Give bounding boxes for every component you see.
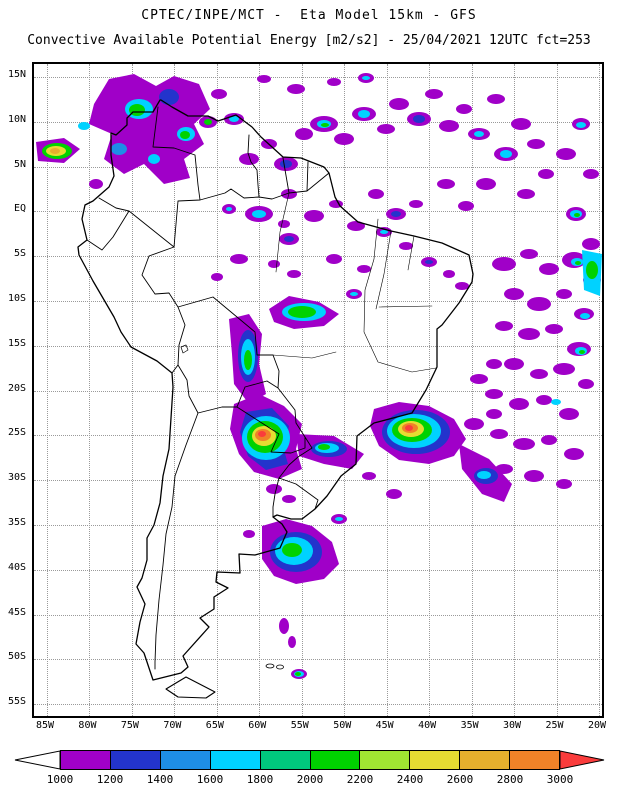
colorbar-tick-label: 1200	[96, 773, 124, 786]
colorbar-left-arrow-icon	[14, 750, 60, 770]
latitude-gridline	[34, 345, 602, 347]
colorbar-tick-label: 2400	[396, 773, 424, 786]
longitude-gridline	[131, 64, 133, 716]
longitude-gridline	[471, 64, 473, 716]
latitude-gridline	[34, 704, 602, 706]
lon-tick-label: 80W	[78, 720, 97, 731]
colorbar-segment-2600	[460, 750, 511, 770]
lon-tick-label: 30W	[503, 720, 522, 731]
south-america-cape-map	[36, 73, 602, 699]
lon-tick-label: 65W	[205, 720, 224, 731]
longitude-axis: 85W 80W 75W 70W 65W 60W 55W 50W 45W 40W 35W 30W 25W 2…	[32, 720, 606, 734]
country-borders	[86, 106, 330, 670]
lat-tick-label: 5N	[13, 158, 26, 170]
lon-tick-label: 85W	[35, 720, 55, 731]
lat-tick-label: 5S	[13, 248, 26, 260]
lat-tick-label: 10N	[7, 113, 26, 125]
colorbar-segment-1800	[260, 750, 311, 770]
lat-tick-label: EQ	[13, 203, 26, 215]
latitude-gridline	[34, 256, 602, 258]
state-borders	[272, 192, 437, 373]
colorbar-segment-1600	[210, 750, 261, 770]
cape-core-atlantic	[405, 425, 413, 431]
colorbar-tick-label: 1000	[46, 773, 74, 786]
coastline	[77, 99, 474, 681]
colorbar-segment-1400	[160, 750, 211, 770]
latitude-axis: 15N 10N 5N EQ 5S 10S 15S 20S 25S 30S 35S 40S 45S 50S 5…	[0, 62, 29, 718]
longitude-gridline	[47, 64, 48, 716]
longitude-gridline	[216, 64, 218, 716]
lat-tick-label: 35S	[7, 517, 26, 528]
longitude-gridline	[89, 64, 91, 716]
latitude-gridline	[34, 525, 602, 526]
colorbar-tick-label: 2000	[296, 773, 324, 786]
longitude-gridline	[514, 64, 516, 716]
lon-tick-label: 40W	[418, 720, 437, 731]
lat-tick-label: 15S	[7, 337, 26, 349]
lon-tick-label: 50W	[333, 720, 352, 731]
colorbar-segment-2200	[360, 750, 411, 770]
longitude-gridline	[344, 64, 346, 716]
cape-core-paraguay	[258, 431, 266, 437]
lon-tick-label: 25W	[545, 720, 564, 731]
longitude-gridline	[174, 64, 176, 716]
lon-tick-label: 60W	[248, 720, 267, 731]
lon-tick-label: 70W	[163, 720, 182, 731]
latitude-gridline	[34, 659, 602, 661]
falkland-island-west	[265, 663, 275, 669]
colorbar-segment-2800	[510, 750, 561, 770]
header-model-title: CPTEC/INPE/MCT - Eta Model 15km - GFS	[141, 8, 477, 23]
colorbar-right-arrow-icon	[560, 750, 605, 770]
latitude-gridline	[34, 390, 602, 392]
lon-tick-label: 20W	[587, 720, 606, 731]
lat-tick-label: 30S	[7, 472, 26, 484]
cape-shading	[36, 73, 602, 679]
map-frame	[32, 62, 604, 718]
colorbar-tick-label: 1800	[246, 773, 274, 786]
colorbar-tick-label: 1400	[146, 773, 174, 786]
latitude-gridline	[34, 614, 602, 616]
latitude-gridline	[34, 166, 602, 168]
colorbar-segment-1000	[60, 750, 111, 770]
latitude-gridline	[34, 480, 602, 482]
colorbar-segment-2000	[310, 750, 361, 770]
lon-tick-label: 75W	[120, 720, 139, 731]
longitude-gridline	[386, 64, 388, 716]
lat-tick-label: 50S	[7, 651, 26, 663]
map-borders	[77, 99, 474, 699]
lat-tick-label: 25S	[7, 427, 26, 439]
lon-tick-label: 45W	[375, 720, 394, 731]
longitude-gridline	[598, 64, 600, 716]
lat-tick-label: 10S	[7, 293, 26, 304]
header-field-title: Convective Available Potential Energy [m…	[27, 33, 591, 48]
colorbar-tick-label: 2800	[496, 773, 524, 786]
falkland-island-east	[276, 664, 284, 670]
colorbar-tick-label: 2600	[446, 773, 474, 786]
latitude-gridline	[34, 301, 602, 302]
lat-tick-label: 15N	[7, 69, 26, 80]
lat-tick-label: 45S	[7, 606, 26, 618]
longitude-gridline	[429, 64, 431, 716]
latitude-gridline	[34, 77, 602, 78]
lake-titicaca	[180, 344, 189, 354]
colorbar-segments	[60, 750, 561, 770]
colorbar-tick-label: 2200	[346, 773, 374, 786]
colorbar-segment-2400	[410, 750, 461, 770]
lat-tick-label: 55S	[7, 696, 26, 708]
colorbar-segment-1200	[110, 750, 161, 770]
colorbar-tick-label: 3000	[546, 773, 574, 786]
longitude-gridline	[556, 64, 558, 716]
lon-tick-label: 35W	[460, 720, 479, 731]
tierra-del-fuego-coast	[165, 676, 216, 699]
lat-tick-label: 40S	[7, 561, 26, 573]
lon-tick-label: 55W	[290, 720, 309, 731]
colorbar	[12, 750, 606, 770]
colorbar-scale: 1000 1200 1400 1600 1800 2000 2200 2400 2600 2800…	[12, 773, 606, 787]
colorbar-tick-label: 1600	[196, 773, 224, 786]
lat-tick-label: 20S	[7, 382, 26, 394]
longitude-gridline	[301, 64, 303, 716]
